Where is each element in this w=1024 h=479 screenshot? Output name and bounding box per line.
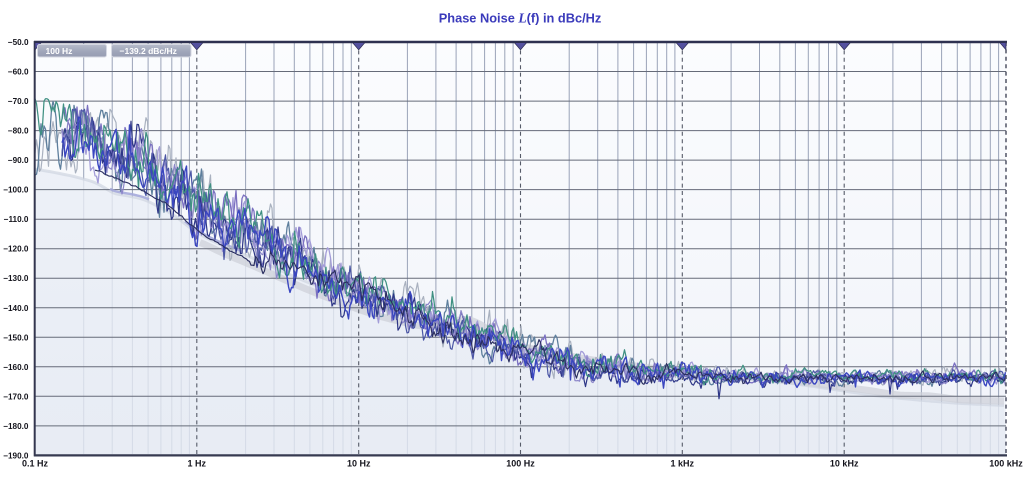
svg-text:−60.0: −60.0 [8, 68, 29, 77]
svg-text:−139.2 dBc/Hz: −139.2 dBc/Hz [120, 46, 177, 56]
svg-text:−120.0: −120.0 [3, 245, 29, 254]
svg-text:100 kHz: 100 kHz [989, 459, 1023, 469]
svg-text:Phase Noise L(f) in dBc/Hz: Phase Noise L(f) in dBc/Hz [439, 11, 602, 26]
svg-text:−130.0: −130.0 [3, 274, 29, 283]
svg-text:−100.0: −100.0 [3, 186, 29, 195]
svg-text:1 kHz: 1 kHz [671, 459, 695, 469]
svg-text:10 Hz: 10 Hz [347, 459, 371, 469]
svg-text:−70.0: −70.0 [8, 97, 29, 106]
svg-text:−150.0: −150.0 [3, 333, 29, 342]
svg-text:−110.0: −110.0 [4, 215, 29, 224]
svg-text:−160.0: −160.0 [3, 363, 29, 372]
svg-text:10 kHz: 10 kHz [830, 459, 859, 469]
svg-text:−180.0: −180.0 [3, 422, 29, 431]
svg-text:100 Hz: 100 Hz [506, 459, 535, 469]
svg-text:−80.0: −80.0 [8, 127, 29, 136]
svg-text:100 Hz: 100 Hz [46, 46, 73, 56]
svg-text:−190.0: −190.0 [3, 451, 29, 460]
svg-text:−170.0: −170.0 [3, 392, 29, 401]
svg-text:−50.0: −50.0 [8, 38, 29, 47]
svg-text:−90.0: −90.0 [8, 156, 29, 165]
svg-text:1 Hz: 1 Hz [188, 459, 207, 469]
svg-text:−140.0: −140.0 [3, 304, 29, 313]
svg-text:0.1 Hz: 0.1 Hz [22, 459, 49, 469]
